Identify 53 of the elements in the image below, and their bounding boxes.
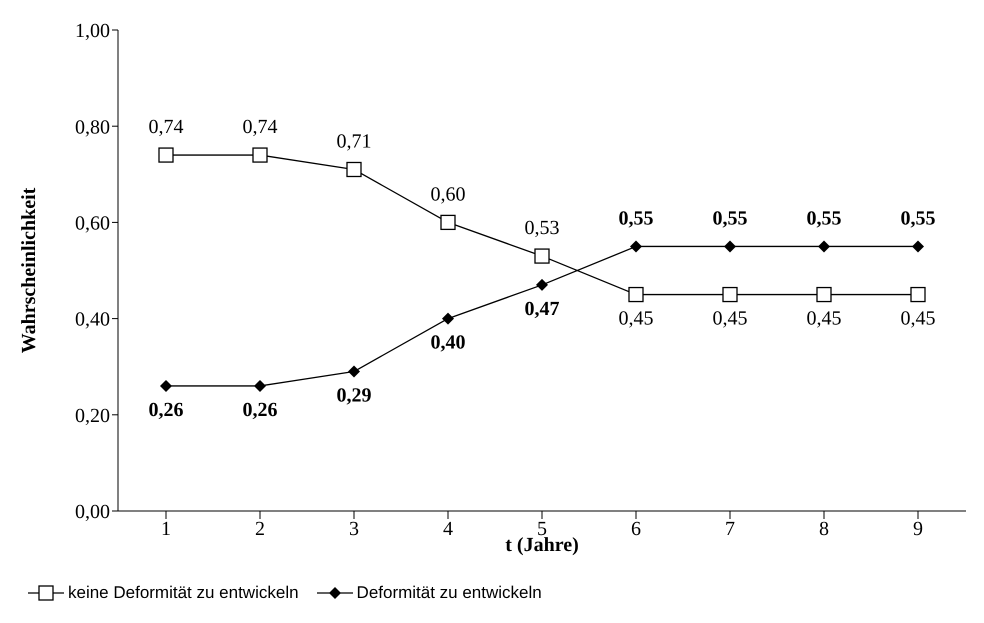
x-tick-label: 2 [255,518,265,540]
point [442,312,454,325]
data-label: 0,53 [524,217,560,240]
data-label: 0,45 [806,308,842,330]
data-label: 0,55 [806,207,842,230]
point [440,214,456,230]
point [536,278,548,291]
point [534,248,550,264]
point [724,240,736,252]
data-label: 0,45 [618,308,654,330]
point [628,286,644,302]
point [722,286,738,302]
y-tick-label: 0,00 [75,501,110,524]
point [910,286,926,302]
x-tick-label: 3 [349,518,359,540]
data-label: 0,45 [900,308,936,330]
data-label: 0,26 [148,398,184,421]
point [346,162,362,178]
data-label: 0,26 [242,398,278,421]
x-tick-label: 4 [443,518,453,540]
point [348,366,360,378]
data-label: 0,55 [618,207,654,230]
y-tick-label: 0,20 [75,404,110,427]
x-tick-label: 1 [161,518,171,540]
data-label: 0,60 [430,183,466,206]
data-label: 0,47 [524,298,560,320]
x-tick-label: 9 [913,518,923,540]
data-label: 0,74 [148,116,184,138]
y-tick-label: 1,00 [75,20,110,42]
y-axis-title: Wahrscheinlichkeit [18,187,40,354]
point [252,147,268,163]
point [816,286,832,302]
point [630,240,642,252]
data-label: 0,40 [430,332,466,354]
data-label: 0,55 [712,207,748,230]
legend-label: Deformität zu entwickeln [356,583,542,603]
x-tick-label: 7 [725,518,735,540]
x-tick-label: 8 [819,518,829,540]
data-label: 0,29 [336,384,372,407]
legend-label: keine Deformität zu entwickeln [68,583,299,603]
data-label: 0,55 [900,207,936,230]
data-label: 0,74 [242,116,278,138]
point [912,240,924,252]
point [818,240,830,252]
data-label: 0,71 [336,130,372,152]
point [158,147,174,163]
point [160,380,172,392]
y-tick-label: 0,80 [75,116,110,138]
y-tick-label: 0,60 [75,212,110,234]
x-tick-label: 6 [631,518,641,540]
point [254,380,266,392]
y-tick-label: 0,40 [75,308,110,331]
data-label: 0,45 [712,308,748,330]
